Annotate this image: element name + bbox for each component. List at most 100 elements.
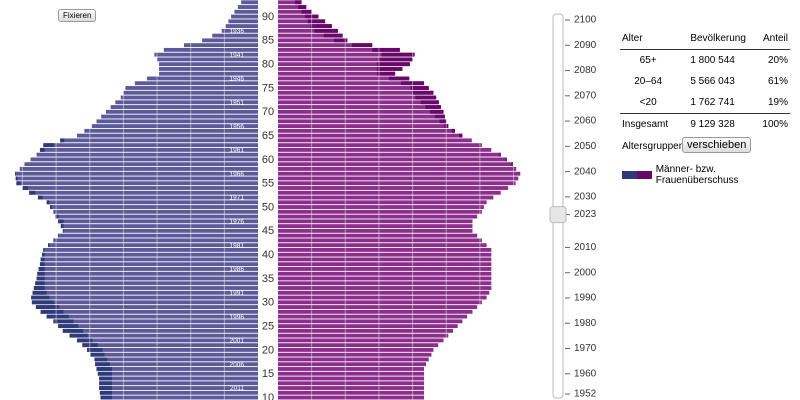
male-surplus xyxy=(53,319,74,324)
male-bar xyxy=(36,276,259,281)
slider-label: 2100 xyxy=(574,15,597,26)
age-label: 25 xyxy=(262,320,274,332)
female-bar xyxy=(278,276,492,281)
cell: 5 566 043 xyxy=(690,76,735,87)
female-bar xyxy=(278,105,441,109)
male-surplus xyxy=(39,262,45,267)
age-label: 50 xyxy=(262,201,274,213)
slider-label: 2080 xyxy=(574,65,597,76)
male-surplus xyxy=(95,362,110,367)
female-surplus xyxy=(376,71,396,76)
female-surplus xyxy=(376,62,410,67)
female-bar xyxy=(278,228,473,233)
female-bar xyxy=(278,362,427,367)
male-surplus xyxy=(41,252,45,257)
slider-label: 1970 xyxy=(574,343,597,354)
groups-button[interactable]: verschieben xyxy=(682,137,752,153)
male-surplus xyxy=(100,395,112,400)
slider-handle[interactable] xyxy=(549,206,567,224)
male-bar xyxy=(125,86,259,90)
slider-label: 1990 xyxy=(574,293,597,304)
male-surplus xyxy=(62,228,64,233)
cohort-label: 1991 xyxy=(230,290,245,297)
legend: Männer- bzw. Frauenüberschuss xyxy=(622,164,800,186)
cohort-label: 2001 xyxy=(230,338,245,345)
male-surplus xyxy=(53,238,55,243)
male-surplus xyxy=(99,390,112,395)
female-surplus xyxy=(444,124,449,129)
male-bar xyxy=(123,90,259,95)
male-surplus xyxy=(43,143,55,148)
slider-label: 1960 xyxy=(574,368,597,379)
male-bar xyxy=(202,38,258,43)
male-surplus xyxy=(15,176,18,181)
age-table: Alter Bevölkerung Anteil 65+ 1 800 544 2… xyxy=(620,28,790,135)
slider-label: 2070 xyxy=(574,90,597,101)
male-bar xyxy=(19,167,259,171)
cohort-label: 2006 xyxy=(230,361,245,368)
slider-value: 2023 xyxy=(574,209,597,220)
female-bar xyxy=(278,62,410,67)
male-bar xyxy=(234,9,258,14)
female-bar xyxy=(278,186,509,190)
female-bar xyxy=(278,243,487,248)
table-total: Insgesamt 9 129 328 100% xyxy=(620,113,790,135)
male-bar xyxy=(96,367,259,371)
male-bar xyxy=(101,114,258,119)
age-label: 80 xyxy=(262,59,274,71)
male-bar xyxy=(60,224,258,229)
female-bar xyxy=(278,347,434,352)
female-bar xyxy=(278,124,449,129)
male-surplus xyxy=(50,205,53,209)
age-label: 15 xyxy=(262,368,274,380)
female-bar xyxy=(278,352,432,357)
female-surplus xyxy=(499,152,501,157)
slider-label: 1952 xyxy=(574,389,597,400)
male-bar xyxy=(15,176,258,181)
male-bar xyxy=(159,67,258,71)
female-surplus xyxy=(298,5,307,9)
female-surplus xyxy=(378,57,413,62)
male-bar xyxy=(39,262,258,267)
cohort-label: 1951 xyxy=(230,99,245,106)
male-surplus xyxy=(38,267,45,271)
fix-button[interactable]: Fixieren xyxy=(58,9,97,22)
female-bar xyxy=(278,271,492,276)
slider-label: 1980 xyxy=(574,318,597,329)
male-bar xyxy=(48,243,258,248)
age-label: 45 xyxy=(262,225,274,237)
female-bar xyxy=(278,100,439,105)
male-surplus xyxy=(58,324,79,329)
female-surplus xyxy=(451,128,455,133)
male-bar xyxy=(110,105,258,109)
female-bar xyxy=(278,309,473,314)
female-bar xyxy=(278,300,482,305)
female-bar xyxy=(278,86,429,90)
female-bar xyxy=(278,43,373,48)
female-bar xyxy=(278,295,487,300)
female-surplus xyxy=(333,38,348,43)
male-bar xyxy=(157,57,258,62)
male-bar xyxy=(228,19,258,24)
male-surplus xyxy=(31,295,50,300)
male-surplus xyxy=(82,343,98,348)
male-bar xyxy=(62,228,259,233)
male-bar xyxy=(97,371,259,376)
male-bar xyxy=(38,267,258,271)
cell: 61% xyxy=(767,76,788,87)
cohort-label: 2011 xyxy=(230,385,244,392)
male-bar xyxy=(58,324,258,329)
female-bar xyxy=(278,224,473,229)
female-bar xyxy=(278,162,513,167)
male-bar xyxy=(36,152,259,157)
male-surplus xyxy=(40,257,45,262)
male-bar xyxy=(76,133,258,138)
female-surplus xyxy=(425,105,441,109)
cohort-label: 1956 xyxy=(230,123,245,130)
cell: Insgesamt xyxy=(620,113,677,135)
cohort-label: 1941 xyxy=(230,52,245,59)
legend-swatch xyxy=(622,171,637,179)
age-label: 20 xyxy=(262,344,274,356)
female-surplus xyxy=(294,0,302,5)
female-surplus xyxy=(372,47,400,52)
